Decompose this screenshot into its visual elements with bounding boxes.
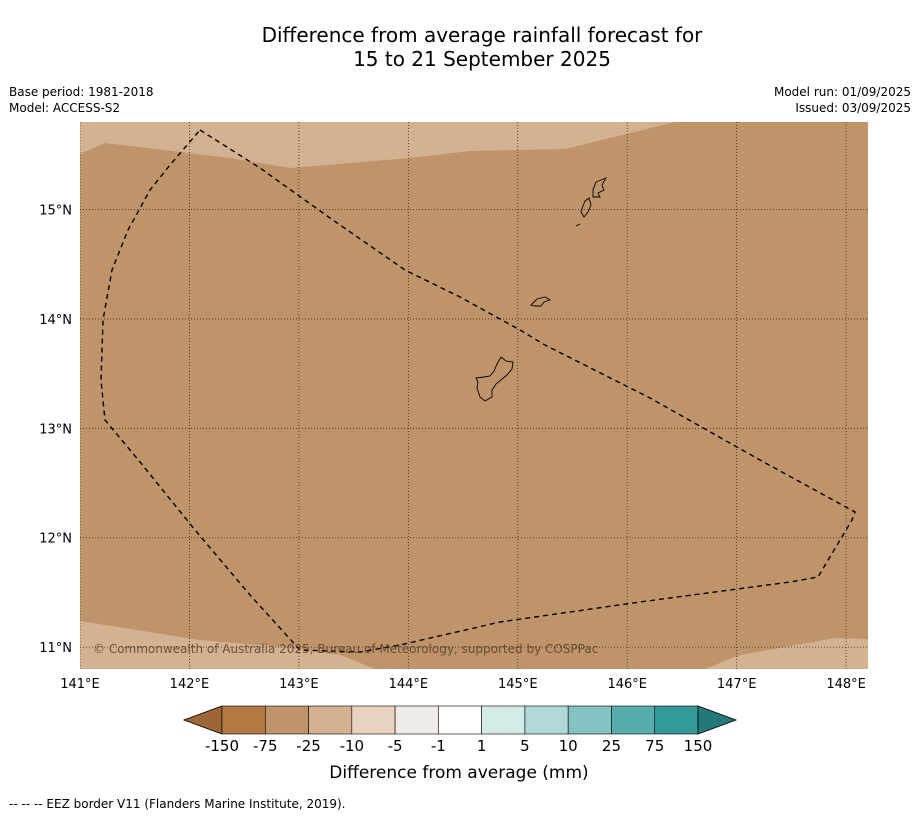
colorbar [182,705,738,735]
colorbar-tick-label: -1 [431,737,446,755]
issued-text: Issued: 03/09/2025 [795,101,911,115]
eez-border [100,129,856,653]
colorbar-segment [654,705,699,735]
colorbar-segment [221,705,266,735]
island-tinian [580,197,592,218]
base-period-text: Base period: 1981-2018 [9,85,154,99]
map-title-line2: 15 to 21 September 2025 [353,47,611,71]
model-run-text: Model run: 01/09/2025 [773,85,911,99]
colorbar-segment [394,705,439,735]
colorbar-tick-label: 150 [684,737,713,755]
colorbar-tick-label: -5 [388,737,403,755]
island-aguijan [575,223,581,227]
y-tick-label: 12°N [39,532,72,547]
rainfall-anomaly-light-region-southeast [705,638,868,669]
rainfall-anomaly-light-region-north [80,122,868,168]
x-tick-label: 147°E [717,677,757,692]
colorbar-tick-label: 75 [645,737,664,755]
model-text: Model: ACCESS-S2 [9,101,121,115]
colorbar-tick-label: 10 [559,737,578,755]
islands [475,177,608,402]
colorbar-segment [438,705,482,735]
x-tick-label: 141°E [60,677,100,692]
colorbar-segment [351,705,396,735]
colorbar-tick-label: 1 [477,737,487,755]
y-tick-label: 13°N [39,422,72,437]
island-guam [475,356,514,402]
colorbar-extend-low [182,705,223,735]
colorbar-extend-high [697,705,738,735]
colorbar-segment [264,705,309,735]
x-tick-labels: 141°E 142°E 143°E 144°E 145°E 146°E 147°E 148°E [60,677,866,692]
y-tick-labels: 15°N 14°N 13°N 12°N 11°N [39,204,72,657]
meta-right: Model run: 01/09/2025 Issued: 03/09/2025 [774,84,911,116]
map-plot-area: © Commonwealth of Australia 2025, Bureau… [80,122,868,669]
colorbar-tick-label: 25 [602,737,621,755]
eez-footnote: -- -- -- EEZ border V11 (Flanders Marine… [9,797,346,811]
colorbar-segment [481,705,526,735]
meta-left: Base period: 1981-2018 Model: ACCESS-S2 [9,84,154,116]
x-tick-label: 145°E [498,677,538,692]
colorbar-tick-label: -25 [296,737,321,755]
colorbar-segment [611,705,656,735]
rainfall-anomaly-light-region-south [80,621,375,669]
colorbar-title: Difference from average (mm) [329,763,588,783]
y-tick-label: 15°N [39,204,72,219]
copyright-text: © Commonwealth of Australia 2025, Bureau… [93,642,598,656]
colorbar-segment [524,705,569,735]
island-rota [530,296,552,307]
colorbar-tick-label: -75 [253,737,278,755]
y-tick-label: 11°N [39,641,72,656]
colorbar-tick-label: 5 [520,737,530,755]
island-saipan [592,177,608,198]
colorbar-tick-label: -10 [340,737,365,755]
map-title-line1: Difference from average rainfall forecas… [261,23,703,47]
x-tick-label: 143°E [279,677,319,692]
y-tick-label: 14°N [39,313,72,328]
colorbar-segment [567,705,612,735]
colorbar-labels: -150 -75 -25 -10 -5 -1 1 5 10 25 75 150 [205,737,712,755]
graticule [80,122,868,669]
colorbar-segment [308,705,353,735]
x-tick-label: 142°E [170,677,210,692]
colorbar-tick-label: -150 [205,737,239,755]
x-tick-label: 146°E [607,677,647,692]
x-tick-label: 144°E [389,677,429,692]
x-tick-label: 148°E [826,677,866,692]
